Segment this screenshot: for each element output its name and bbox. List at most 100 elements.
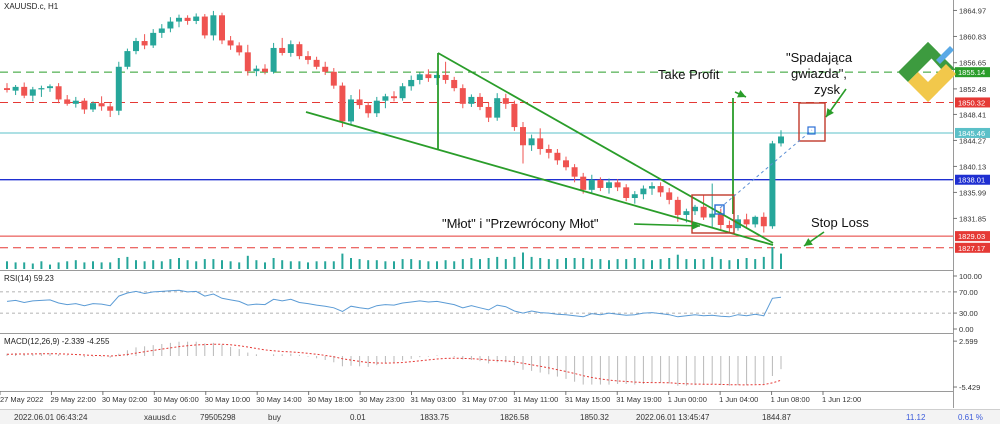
price-tick-label: 1844.27 xyxy=(959,136,986,145)
symbol-label: XAUUSD.c, H1 xyxy=(4,2,59,11)
volume-bar xyxy=(281,260,284,269)
candle xyxy=(752,215,759,228)
candle-body xyxy=(743,219,750,225)
take-profit-arrow-head xyxy=(737,90,746,98)
candle-body xyxy=(330,71,337,86)
candle xyxy=(442,61,449,84)
trendline-drawings xyxy=(305,52,774,246)
level-tag-text: 1855.14 xyxy=(958,68,985,77)
volume-bar xyxy=(160,261,163,269)
candle xyxy=(631,191,638,204)
volume-bar xyxy=(496,256,499,269)
volume-bar xyxy=(539,258,542,269)
candle-body xyxy=(434,74,440,79)
candle xyxy=(356,89,363,109)
candle xyxy=(606,178,612,194)
candle xyxy=(201,14,208,39)
candle xyxy=(563,156,569,171)
volume-bar xyxy=(418,260,421,269)
candle-body xyxy=(38,88,45,90)
volume-bar xyxy=(728,260,731,269)
volume-bar xyxy=(633,258,636,269)
take-profit-label: Take Profit xyxy=(658,67,720,82)
candle-body xyxy=(141,41,148,46)
level-tags: 1855.14 1850.32 1845.46 1838.01 1829.03 1827.… xyxy=(955,67,990,253)
price-tick-label: 1840.13 xyxy=(959,162,986,171)
candle xyxy=(193,13,200,25)
take-profit-arrow xyxy=(734,90,747,98)
time-tick-label: 27 May 2022 xyxy=(0,395,43,404)
candle xyxy=(726,220,733,232)
candle-body xyxy=(683,211,690,215)
hammer-arrow-shaft xyxy=(633,223,701,227)
volume-bar xyxy=(83,262,86,269)
candle xyxy=(90,101,96,112)
macd-label: MACD(12,26,9) -2.339 -4.255 xyxy=(4,337,110,346)
volume-bar xyxy=(453,261,456,269)
volume-bar xyxy=(31,263,34,269)
symbol-label-bg xyxy=(0,0,68,11)
candle-body xyxy=(700,206,707,218)
candle-body xyxy=(210,15,217,36)
volume-bar xyxy=(719,259,722,269)
candle xyxy=(571,164,578,183)
volume-bar xyxy=(255,260,258,269)
time-tick-label: 1 Jun 08:00 xyxy=(771,395,810,404)
entry-marker xyxy=(714,204,725,215)
price-tick-label: 1852.48 xyxy=(959,85,986,94)
candle-body xyxy=(98,103,105,107)
volume-bar xyxy=(384,261,387,269)
price-axis: 1864.97 1860.83 1856.65 1852.48 1848.41 1844.… xyxy=(953,6,986,223)
price-tick-label: 1835.99 xyxy=(959,188,986,197)
volume-bar xyxy=(117,258,120,269)
volume-bar xyxy=(126,256,129,269)
candle-body xyxy=(348,99,354,122)
candle-body xyxy=(176,17,182,22)
candle-body xyxy=(72,100,79,104)
volume-bar xyxy=(427,261,430,269)
candle-body xyxy=(313,59,320,67)
hammer-label: "Młot" i "Przewrócony Młot" xyxy=(442,216,599,231)
candle xyxy=(115,61,122,116)
candle xyxy=(12,84,19,96)
volume-bar xyxy=(229,261,232,269)
candle xyxy=(107,103,114,118)
volume-bar xyxy=(694,259,696,269)
rsi-line xyxy=(6,289,782,318)
volume-bar xyxy=(135,260,137,269)
candle xyxy=(373,96,380,118)
candle-body xyxy=(236,45,243,53)
upper-trendline xyxy=(437,52,774,244)
candle-body xyxy=(778,136,784,144)
candle-body xyxy=(279,47,286,53)
candle-body xyxy=(227,40,234,46)
time-axis: 27 May 2022 29 May 22:00 30 May 02:00 30 Ma… xyxy=(0,391,861,404)
candle-body xyxy=(494,98,501,118)
volume-bar xyxy=(143,261,146,269)
volume-bar xyxy=(195,261,198,269)
candle xyxy=(287,40,294,57)
volume-bar xyxy=(367,260,370,269)
candle xyxy=(270,42,277,74)
volume-bar xyxy=(711,256,714,269)
candle-body xyxy=(528,138,535,146)
candle-body xyxy=(287,44,294,53)
level-tag-text: 1838.01 xyxy=(958,176,985,185)
candle-body xyxy=(752,216,759,225)
volume-bar xyxy=(461,259,464,269)
candle xyxy=(262,64,268,75)
candle xyxy=(305,51,311,65)
candle xyxy=(554,149,561,165)
level-tag-blue xyxy=(955,174,990,185)
volume-bar xyxy=(186,260,189,269)
candle-body xyxy=(193,16,200,21)
volume-bar xyxy=(599,259,602,269)
candle-body xyxy=(502,98,509,104)
candle xyxy=(588,174,595,193)
volume-bar xyxy=(522,252,524,269)
candle-body xyxy=(21,86,28,96)
candle xyxy=(391,91,397,102)
volume-bar xyxy=(668,258,671,269)
